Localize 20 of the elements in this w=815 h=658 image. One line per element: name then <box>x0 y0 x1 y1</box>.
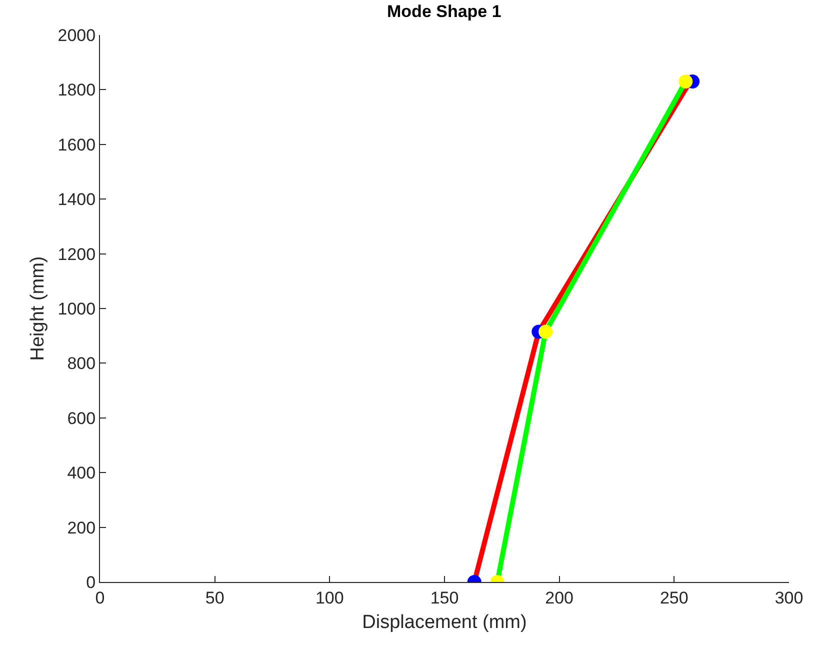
y-tick-label: 200 <box>67 518 96 538</box>
x-tick-label: 200 <box>545 588 574 608</box>
y-tick-label: 1400 <box>58 190 96 210</box>
y-tick-label: 400 <box>67 464 96 483</box>
x-axis-title: Displacement (mm) <box>362 612 527 634</box>
x-tick-label: 250 <box>660 588 688 608</box>
x-tick-label: 100 <box>315 588 344 608</box>
y-tick-label: 2000 <box>58 26 96 45</box>
x-tick-label: 150 <box>430 588 459 608</box>
y-tick-label: 800 <box>67 354 96 374</box>
y-tick-label: 1800 <box>58 80 96 100</box>
x-tick-label: 50 <box>205 588 224 608</box>
y-tick-label: 1000 <box>58 299 96 318</box>
y-tick-label: 600 <box>67 408 96 428</box>
y-axis-title: Height (mm) <box>28 256 49 361</box>
y-tick-label: 1200 <box>58 244 96 264</box>
chart-title: Mode Shape 1 <box>387 2 502 22</box>
y-tick-label: 1600 <box>58 135 96 154</box>
y-tick-label: 0 <box>86 572 96 592</box>
x-tick-label: 300 <box>774 588 804 608</box>
